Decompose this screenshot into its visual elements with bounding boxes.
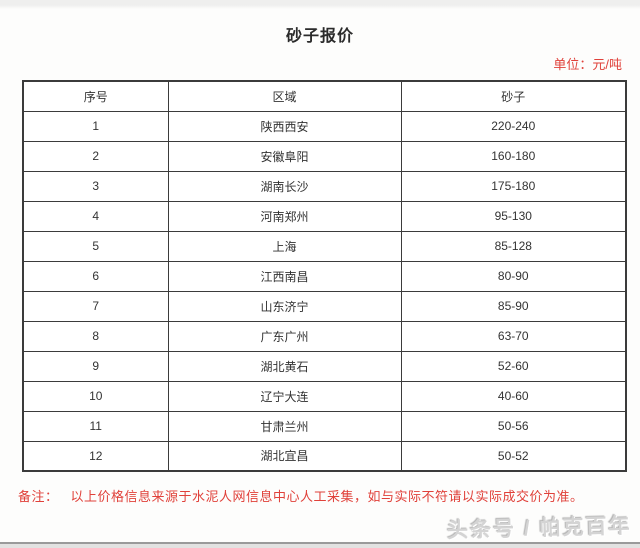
table-cell: 52-60	[400, 350, 627, 382]
table-cell: 9	[22, 350, 169, 382]
table-row: 3 湖南长沙 175-180	[22, 170, 627, 202]
column-header: 序号	[22, 80, 169, 112]
table-cell: 5	[22, 230, 169, 262]
table-cell: 江西南昌	[167, 260, 402, 292]
table-cell: 安徽阜阳	[167, 140, 402, 172]
table-cell: 50-52	[400, 440, 627, 472]
table-row: 4 河南郑州 95-130	[22, 200, 627, 232]
table-cell: 7	[22, 290, 169, 322]
table-cell: 85-128	[400, 230, 627, 262]
table-cell: 1	[22, 110, 169, 142]
table-cell: 63-70	[400, 320, 627, 352]
footnote: 备注： 以上价格信息来源于水泥人网信息中心人工采集，如与实际不符请以实际成交价为准…	[18, 486, 640, 505]
table-row: 2 安徽阜阳 160-180	[22, 140, 627, 172]
table-cell: 85-90	[400, 290, 627, 322]
table-row: 5 上海 85-128	[22, 230, 627, 262]
table-cell: 甘肃兰州	[167, 410, 402, 442]
table-cell: 湖北宜昌	[167, 440, 402, 472]
table-cell: 11	[22, 410, 169, 442]
bottom-strip	[0, 544, 640, 548]
table-cell: 上海	[167, 230, 402, 262]
table-row: 12 湖北宜昌 50-52	[22, 440, 627, 472]
page-title: 砂子报价	[285, 28, 354, 45]
table-cell: 广东广州	[167, 320, 402, 352]
column-header: 区域	[167, 80, 402, 112]
footnote-text: 以上价格信息来源于水泥人网信息中心人工采集，如与实际不符请以实际成交价为准。	[70, 489, 584, 504]
table-cell: 12	[22, 440, 169, 472]
table-cell: 10	[22, 380, 169, 412]
table-header: 序号 区域 砂子	[22, 80, 627, 112]
table-cell: 辽宁大连	[167, 380, 402, 412]
column-header: 砂子	[400, 80, 627, 112]
table-cell: 175-180	[400, 170, 627, 202]
table-cell: 220-240	[400, 110, 627, 142]
table-cell: 40-60	[400, 380, 627, 412]
table-row: 6 江西南昌 80-90	[22, 260, 627, 292]
table-cell: 160-180	[400, 140, 627, 172]
table-cell: 河南郑州	[167, 200, 402, 232]
table-row: 11 甘肃兰州 50-56	[22, 410, 627, 442]
table-cell: 50-56	[400, 410, 627, 442]
table-cell: 湖北黄石	[167, 350, 402, 382]
table-body: 1 陕西西安 220-240 2 安徽阜阳 160-180 3 湖南长沙 175-180 4 河南郑…	[22, 110, 627, 472]
table-header-row: 序号 区域 砂子	[22, 80, 627, 112]
price-table: 序号 区域 砂子 1 陕西西安 220-240 2 安徽阜阳 160-180 3 湖南长沙 175-…	[22, 80, 627, 472]
table-row: 10 辽宁大连 40-60	[22, 380, 627, 412]
table-row: 9 湖北黄石 52-60	[22, 350, 627, 382]
bottom-divider	[0, 542, 640, 544]
table-cell: 3	[22, 170, 169, 202]
table-cell: 6	[22, 260, 169, 292]
footnote-prefix: 备注：	[18, 489, 59, 504]
table-row: 8 广东广州 63-70	[22, 320, 627, 352]
table-row: 7 山东济宁 85-90	[22, 290, 627, 322]
table-row: 1 陕西西安 220-240	[22, 110, 627, 142]
table-cell: 80-90	[400, 260, 627, 292]
table-cell: 陕西西安	[167, 110, 402, 142]
table-cell: 8	[22, 320, 169, 352]
table-cell: 2	[22, 140, 169, 172]
table-cell: 湖南长沙	[167, 170, 402, 202]
unit-label: 单位：元/吨	[553, 57, 622, 72]
table-cell: 山东济宁	[167, 290, 402, 322]
table-cell: 95-130	[400, 200, 627, 232]
table-cell: 4	[22, 200, 169, 232]
watermark: 头条号 / 帕克百年	[447, 514, 633, 543]
